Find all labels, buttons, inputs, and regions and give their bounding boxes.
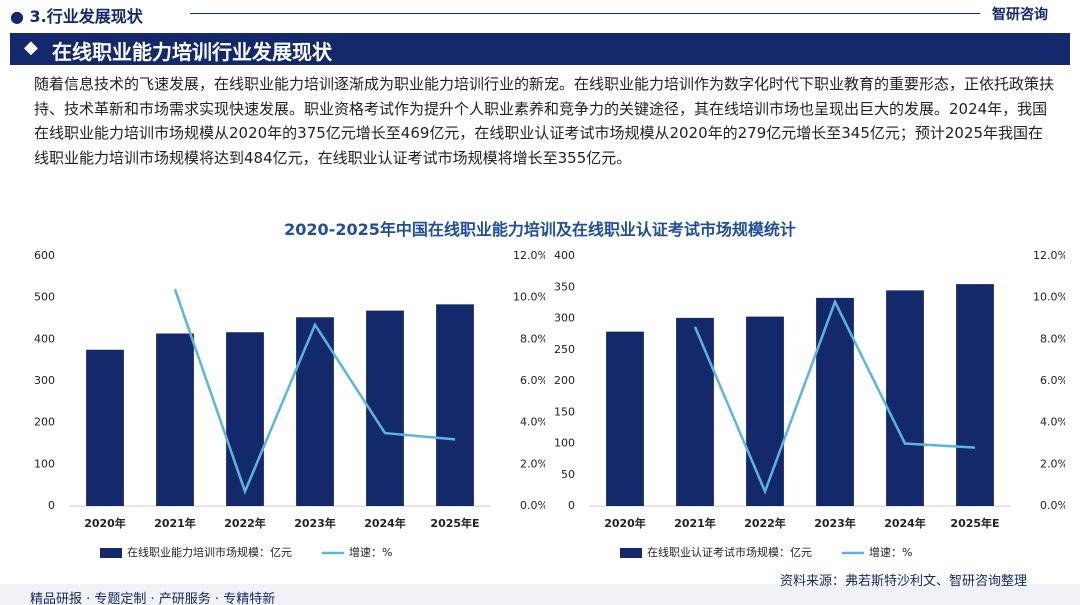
source: 资料来源：弗若斯特沙利文、智研咨询整理 (780, 574, 1028, 589)
logo: 智研咨询 (992, 7, 1048, 23)
legend-label: 在线职业认证考试市场规模：亿元 (647, 545, 812, 559)
y-tick-label: 600 (34, 249, 55, 262)
y-tick-label: 200 (554, 374, 575, 387)
y2-tick-label: 4.0% (1040, 416, 1065, 429)
y-tick-label: 300 (34, 374, 55, 387)
line (693, 298, 976, 495)
y2-tick-label: 4.0% (520, 416, 545, 429)
bar (156, 333, 194, 506)
bar (956, 284, 994, 506)
legend-label: 增速：% (869, 545, 912, 559)
x-tick-label: 2023年 (814, 516, 856, 530)
section-text: 3.行业发展现状 (29, 7, 143, 26)
banner-title: 在线职业能力培训行业发展现状 (52, 40, 332, 64)
x-tick-label: 2024年 (364, 516, 406, 530)
y-tick-label: 100 (554, 437, 575, 450)
bar (746, 316, 784, 506)
bar (886, 290, 924, 506)
section-title: ● 3.行业发展现状 (10, 7, 143, 26)
banner: ◆ 在线职业能力培训行业发展现状 (10, 33, 1070, 65)
y2-tick-label: 0.0% (1040, 499, 1065, 512)
charts-title: 2020-2025年中国在线职业能力培训及在线职业认证考试市场规模统计 (284, 220, 796, 239)
chart: 0 100 200 300 400 500 600 0.0% 2.0% 4.0% 6.0% 8.0% 1… (34, 249, 545, 559)
footer-bg (0, 584, 1080, 605)
banner-icon: ◆ (24, 37, 38, 58)
x-tick-label: 2023年 (294, 516, 336, 530)
y2-tick-label: 12.0% (513, 249, 545, 262)
y-tick-label: 500 (34, 291, 55, 304)
legend-swatch (620, 548, 642, 558)
y-tick-label: 250 (554, 343, 575, 356)
legend-swatch (100, 548, 122, 558)
x-tick-label: 2022年 (224, 516, 266, 530)
y-tick-label: 100 (34, 457, 55, 470)
y-tick-label: 200 (34, 416, 55, 429)
bar (86, 349, 124, 506)
y-tick-label: 50 (561, 468, 575, 481)
y2-tick-label: 6.0% (1040, 374, 1065, 387)
y2-tick-label: 10.0% (513, 291, 545, 304)
legend-label: 增速：% (349, 545, 392, 559)
y2-tick-label: 2.0% (1040, 457, 1065, 470)
y2-tick-label: 8.0% (520, 332, 545, 345)
footer-left: 精品研报 · 专题定制 · 产研服务 · 专精特新 (30, 592, 276, 605)
x-tick-label: 2021年 (154, 516, 196, 530)
x-tick-label: 2025年E (430, 516, 479, 530)
x-tick-label: 2025年E (950, 516, 999, 530)
bar (296, 317, 334, 506)
legend-label: 在线职业能力培训市场规模：亿元 (127, 545, 292, 559)
y2-tick-label: 6.0% (520, 374, 545, 387)
paragraph: 随着信息技术的飞速发展，在线职业能力培训逐渐成为职业能力培训行业的新宠。在线职业… (34, 75, 1055, 167)
y-tick-label: 400 (34, 332, 55, 345)
x-tick-label: 2024年 (884, 516, 926, 530)
x-tick-label: 2022年 (744, 516, 786, 530)
y-tick-label: 350 (554, 280, 575, 293)
y2-tick-label: 10.0% (1033, 291, 1065, 304)
bar (436, 304, 474, 506)
line (173, 288, 456, 495)
x-tick-label: 2021年 (674, 516, 716, 530)
y-tick-label: 300 (554, 312, 575, 325)
x-tick-label: 2020年 (604, 516, 646, 530)
header-rule (190, 13, 980, 14)
x-tick-label: 2020年 (84, 516, 126, 530)
bar (226, 332, 264, 506)
y2-tick-label: 2.0% (520, 457, 545, 470)
y2-tick-label: 8.0% (1040, 332, 1065, 345)
bar (366, 310, 404, 506)
chart: 0 50 100 150 200 250 300 350 400 0.0% 2.0% 4.0% 6.0%… (554, 249, 1065, 559)
y-tick-label: 400 (554, 249, 575, 262)
bar (676, 317, 714, 506)
y-tick-label: 0 (48, 499, 55, 512)
y-tick-label: 0 (568, 499, 575, 512)
y2-tick-label: 0.0% (520, 499, 545, 512)
y2-tick-label: 12.0% (1033, 249, 1065, 262)
y-tick-label: 150 (554, 405, 575, 418)
bar (606, 331, 644, 506)
